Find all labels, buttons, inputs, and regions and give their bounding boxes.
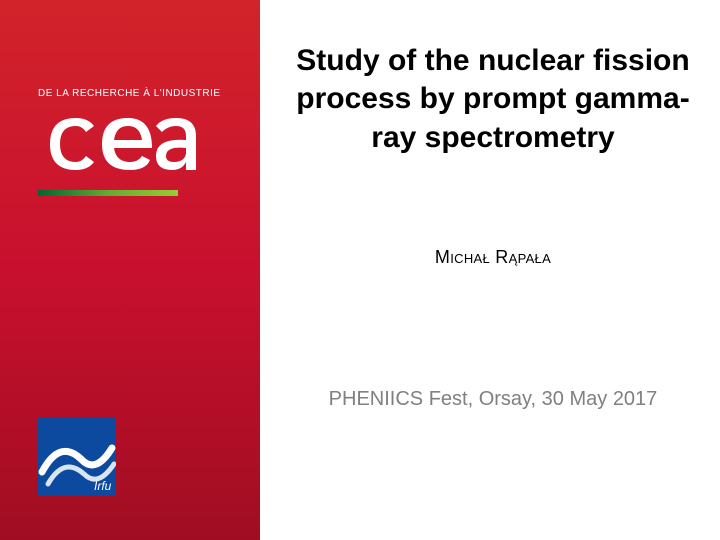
author-name: Michał Rąpała xyxy=(290,247,696,268)
slide-title: Study of the nuclear fission process by … xyxy=(290,42,696,157)
irfu-label: Irfu xyxy=(94,479,112,493)
cea-logo xyxy=(38,100,198,178)
cea-logo-text xyxy=(38,100,198,178)
event-line: PHENIICS Fest, Orsay, 30 May 2017 xyxy=(290,388,696,411)
sidebar: DE LA RECHERCHE À L'INDUSTRIE Irfu xyxy=(0,0,260,540)
irfu-logo: Irfu xyxy=(38,418,116,496)
logo-underline xyxy=(38,190,178,196)
main-content: Study of the nuclear fission process by … xyxy=(260,0,720,540)
tagline: DE LA RECHERCHE À L'INDUSTRIE xyxy=(38,88,221,99)
